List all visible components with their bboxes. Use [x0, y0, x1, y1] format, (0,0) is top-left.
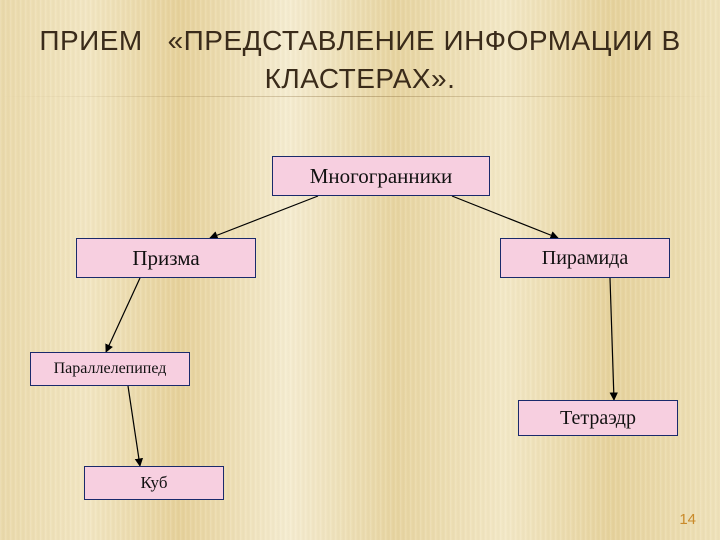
slide-number: 14 [679, 511, 696, 528]
node-cube-label: Куб [141, 473, 168, 493]
node-tetra-label: Тетраэдр [560, 407, 636, 430]
node-para: Параллелепипед [30, 352, 190, 386]
node-root: Многогранники [272, 156, 490, 196]
node-tetra: Тетраэдр [518, 400, 678, 436]
node-pyr-label: Пирамида [542, 247, 628, 270]
node-cube: Куб [84, 466, 224, 500]
node-root-label: Многогранники [310, 164, 453, 189]
slide-title: ПРИЕМ «ПРЕДСТАВЛЕНИЕ ИНФОРМАЦИИ В КЛАСТЕ… [0, 22, 720, 98]
node-para-label: Параллелепипед [54, 360, 167, 378]
node-pyr: Пирамида [500, 238, 670, 278]
node-prism-label: Призма [132, 246, 199, 271]
node-prism: Призма [76, 238, 256, 278]
